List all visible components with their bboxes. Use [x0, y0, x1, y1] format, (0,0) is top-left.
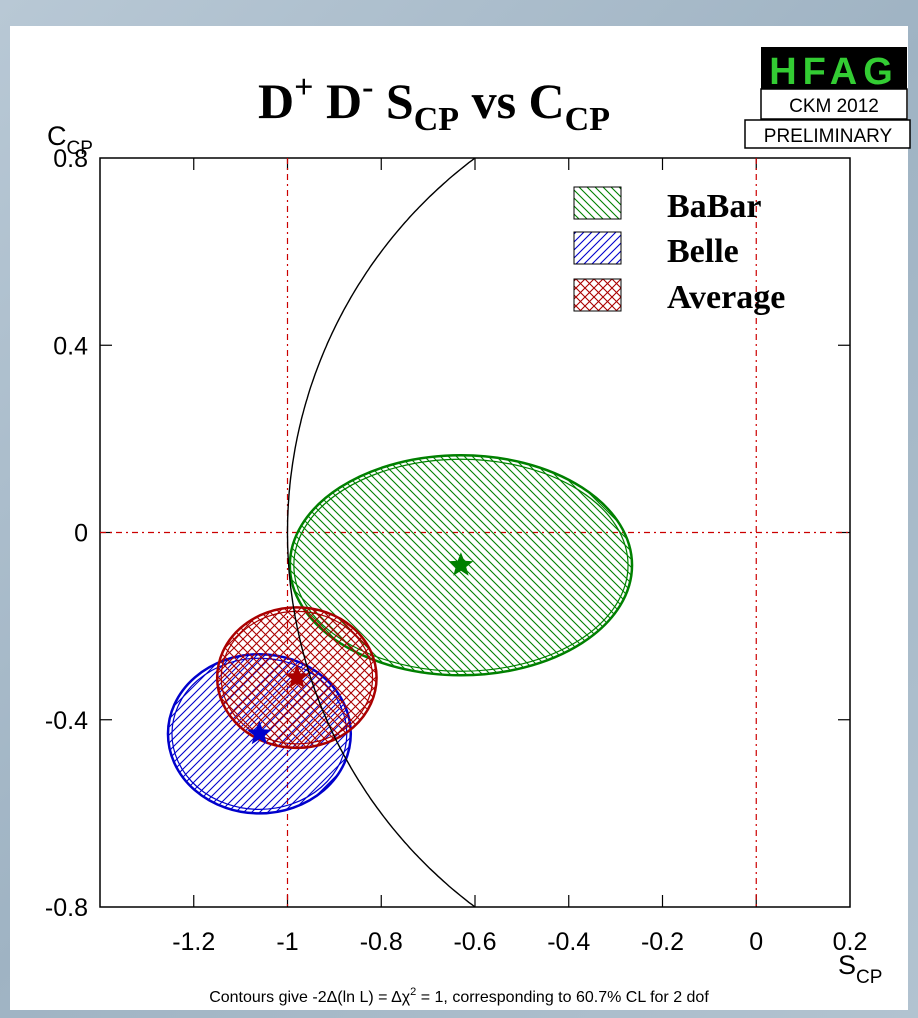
- y-tick-label-1: 0.4: [53, 332, 88, 360]
- x-tick-label-0: -1.2: [172, 928, 215, 956]
- hfag-logo-text: HFAG: [769, 51, 899, 93]
- title-d: D: [258, 73, 294, 129]
- x-tick-label-5: -0.2: [641, 928, 684, 956]
- y-tick-label-0: 0.8: [53, 145, 88, 173]
- title-sub-cp2: CP: [565, 101, 610, 138]
- y-tick-label-3: -0.4: [45, 707, 88, 735]
- title-sub-cp1: CP: [414, 101, 459, 138]
- footnote-part1: Contours give -2Δ(ln L) = Δχ: [209, 989, 411, 1006]
- footnote-part2: = 1, corresponding to 60.7% CL for 2 dof: [416, 989, 709, 1006]
- x-axis-label-sub: CP: [856, 967, 882, 988]
- y-tick-label-4: -0.8: [45, 894, 88, 922]
- title-d2: D: [313, 73, 362, 129]
- x-tick-label-4: -0.4: [547, 928, 590, 956]
- x-tick-label-2: -0.8: [360, 928, 403, 956]
- y-tick-label-2: 0: [74, 520, 88, 548]
- title-sup-minus: -: [362, 69, 373, 106]
- legend-label-belle: Belle: [667, 233, 739, 270]
- legend-swatch-belle: [574, 232, 621, 264]
- x-tick-label-1: -1: [276, 928, 298, 956]
- x-tick-label-3: -0.6: [453, 928, 496, 956]
- hfag-badge: HFAG CKM 2012 PRELIMINARY: [745, 47, 910, 148]
- hfag-conference-text: CKM 2012: [789, 96, 879, 117]
- chart-title: D+ D- SCP vs CCP: [258, 69, 610, 138]
- title-vs-c: vs C: [459, 73, 565, 129]
- legend: BaBar Belle Average: [574, 187, 785, 316]
- legend-label-babar: BaBar: [667, 188, 761, 225]
- title-s: S: [373, 73, 413, 129]
- legend-swatch-average: [574, 279, 621, 311]
- legend-swatch-babar: [574, 187, 621, 219]
- hfag-status-text: PRELIMINARY: [764, 126, 893, 147]
- x-tick-label-7: 0.2: [833, 928, 868, 956]
- x-tick-label-6: 0: [749, 928, 763, 956]
- legend-label-average: Average: [667, 279, 785, 316]
- footnote: Contours give -2Δ(ln L) = Δχ2 = 1, corre…: [209, 986, 709, 1006]
- title-sup-plus: +: [294, 69, 313, 106]
